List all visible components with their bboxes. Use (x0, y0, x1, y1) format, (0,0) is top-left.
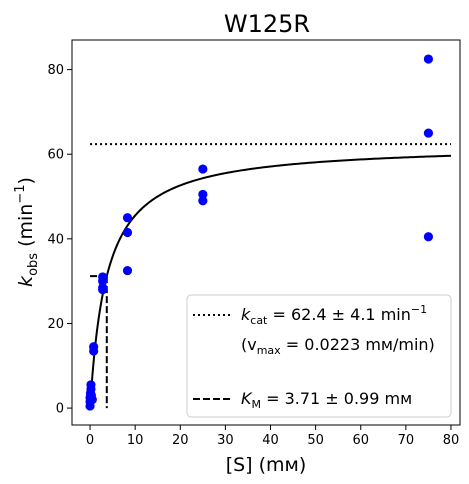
x-tick-label: 80 (443, 433, 460, 448)
legend-frame (186, 294, 452, 418)
x-tick-label: 10 (127, 433, 144, 448)
x-tick-label: 60 (352, 433, 369, 448)
data-point (423, 128, 434, 138)
chart-title: W125R (224, 10, 310, 38)
data-point (198, 189, 208, 200)
data-point (86, 380, 96, 390)
y-tick-label: 40 (47, 232, 64, 247)
legend: kcat = 62.4 ± 4.1 min−1 (vmax = 0.0223 m… (186, 294, 452, 418)
data-point (98, 276, 108, 286)
x-tick-label: 70 (398, 433, 415, 448)
x-tick-label: 30 (217, 433, 234, 448)
legend-km-label: KM = 3.71 ± 0.99 mᴍ (241, 389, 412, 411)
y-tick-label: 20 (47, 317, 64, 332)
x-tick-label: 20 (172, 433, 189, 448)
x-tick-label: 50 (307, 433, 324, 448)
lines-layer (89, 143, 452, 409)
data-point (423, 232, 434, 242)
data-point (423, 54, 434, 64)
y-tick-label: 60 (47, 148, 64, 163)
x-axis-label: [S] (mᴍ) (226, 454, 307, 476)
data-point (122, 213, 133, 223)
y-axis-label: kobs (min−1) (13, 177, 41, 287)
ticks-layer: 0 10 20 30 40 50 60 70 80 0 20 40 60 80 (47, 63, 459, 448)
fit-curve (89, 154, 452, 409)
data-point (89, 346, 99, 356)
legend-vmax-label: (vmax = 0.0223 mᴍ/min) (241, 335, 435, 357)
data-point (198, 196, 208, 206)
points-layer (85, 54, 434, 411)
data-point (87, 395, 97, 405)
x-tick-label: 40 (262, 433, 279, 448)
x-tick-label: 0 (86, 433, 94, 448)
legend-kcat-label: kcat = 62.4 ± 4.1 min−1 (241, 303, 427, 327)
plot-area (71, 39, 461, 426)
data-point (98, 285, 108, 295)
data-point (122, 265, 133, 276)
data-point (122, 227, 133, 238)
y-tick-label: 80 (47, 63, 64, 78)
y-tick-label: 0 (56, 402, 64, 417)
data-point (198, 164, 208, 174)
